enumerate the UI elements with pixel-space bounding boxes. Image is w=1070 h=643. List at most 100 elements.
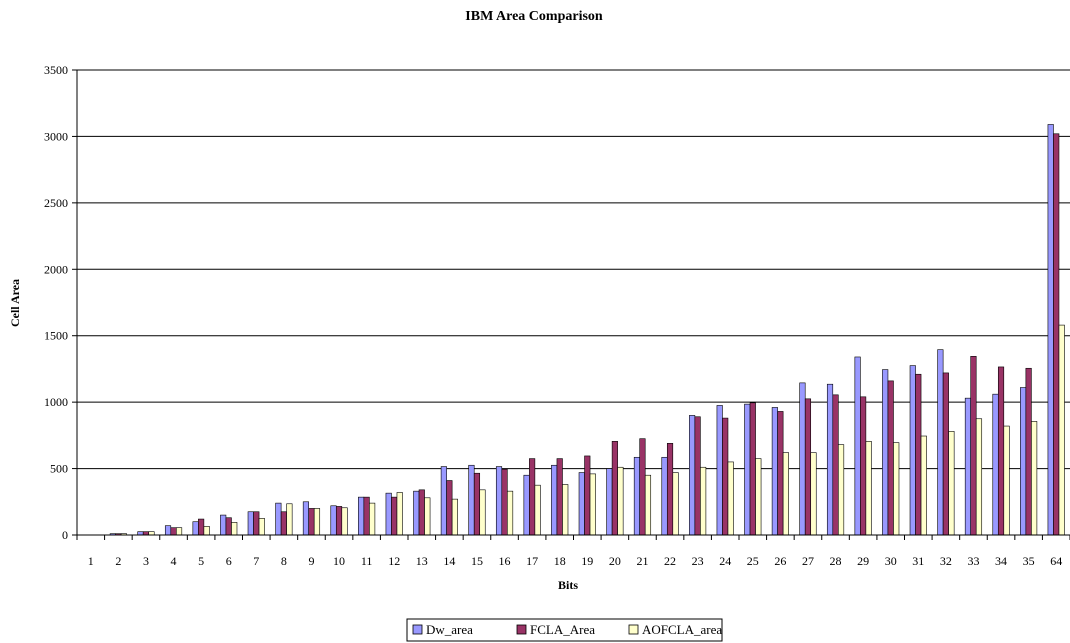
x-tick-label: 21 [636, 554, 648, 568]
bar-FCLA_Area-18 [556, 458, 563, 536]
bar-Dw_area-7 [247, 511, 254, 536]
bar-FCLA_Area-12 [391, 496, 398, 536]
x-tick-label: 64 [1050, 554, 1062, 568]
bars [109, 124, 1065, 536]
bar-Dw_area-22 [661, 456, 668, 536]
y-tick-labels: 0 500 1000 1500 2000 2500 3000 3500 [44, 63, 68, 542]
bar-FCLA_Area-25 [749, 402, 756, 536]
bar-AOFCLA_area-8 [286, 503, 293, 536]
bar-AOFCLA_area-25 [755, 458, 762, 536]
y-tick-label: 1500 [44, 329, 68, 343]
x-tick-label: 1 [88, 554, 94, 568]
bar-AOFCLA_area-28 [837, 444, 845, 536]
bar-FCLA_Area-27 [804, 398, 812, 536]
bar-FCLA_Area-17 [529, 458, 536, 536]
bar-FCLA_Area-34 [997, 366, 1005, 536]
x-tick-label: 18 [554, 554, 566, 568]
bar-FCLA_Area-22 [666, 443, 674, 536]
legend-label-FCLA_Area: FCLA_Area [530, 622, 595, 637]
y-tick-label: 1000 [44, 395, 68, 409]
x-tick-labels: 1 2 3 4 5 6 7 8 9 10 11 12 13 14 15 16 17 18 19 20 21 22 23 24 2… [88, 554, 1062, 568]
bar-Dw_area-33 [964, 397, 972, 536]
bar-Dw_area-5 [192, 521, 199, 536]
bar-AOFCLA_area-35 [1031, 421, 1038, 536]
bar-Dw_area-23 [689, 415, 696, 536]
x-tick-label: 33 [967, 554, 979, 568]
x-tick-label: 27 [802, 554, 814, 568]
y-tick-label: 500 [50, 462, 68, 476]
bar-AOFCLA_area-20 [617, 466, 624, 536]
bar-Dw_area-64 [1047, 124, 1054, 536]
bar-FCLA_Area-11 [363, 496, 370, 536]
bar-FCLA_Area-20 [611, 441, 618, 536]
x-tick-label: 12 [388, 554, 400, 568]
axes [72, 69, 1070, 540]
bar-Dw_area-10 [330, 505, 337, 536]
x-tick-label: 14 [443, 554, 455, 568]
bar-AOFCLA_area-19 [589, 473, 596, 536]
bar-Dw_area-4 [164, 525, 172, 536]
bar-Dw_area-34 [992, 393, 999, 536]
bar-Dw_area-21 [633, 456, 641, 536]
x-tick-label: 3 [143, 554, 149, 568]
bar-AOFCLA_area-7 [258, 518, 265, 536]
bar-Dw_area-32 [937, 349, 944, 536]
x-tick-label: 6 [226, 554, 232, 568]
bar-AOFCLA_area-14 [451, 498, 458, 536]
bar-FCLA_Area-28 [832, 394, 839, 536]
bar-Dw_area-16 [495, 466, 503, 536]
bar-AOFCLA_area-4 [176, 527, 183, 536]
bar-AOFCLA_area-34 [1003, 425, 1010, 536]
bar-AOFCLA_area-22 [672, 472, 679, 536]
y-tick-label: 2000 [44, 262, 68, 276]
bar-FCLA_Area-24 [722, 417, 729, 536]
bar-FCLA_Area-21 [639, 438, 646, 536]
legend-label-AOFCLA_area: AOFCLA_area [642, 622, 722, 637]
bar-Dw_area-28 [826, 383, 834, 536]
x-tick-label: 19 [581, 554, 593, 568]
legend-label-Dw_area: Dw_area [426, 622, 473, 637]
legend-swatch-AOFCLA_area [628, 624, 639, 635]
legend: Dw_area FCLA_Area AOFCLA_area [406, 618, 723, 642]
bar-Dw_area-27 [799, 382, 806, 536]
legend-swatch-Dw_area [412, 624, 423, 635]
bar-Dw_area-19 [578, 472, 585, 536]
bar-Dw_area-8 [275, 502, 282, 536]
bar-FCLA_Area-26 [777, 411, 784, 536]
x-tick-label: 7 [253, 554, 259, 568]
bar-AOFCLA_area-9 [313, 508, 321, 536]
bar-AOFCLA_area-23 [700, 466, 707, 536]
bar-AOFCLA_area-6 [231, 522, 238, 536]
bar-Dw_area-6 [220, 514, 227, 536]
y-tick-label: 3500 [44, 63, 68, 77]
bar-Dw_area-18 [551, 464, 558, 536]
bar-AOFCLA_area-21 [644, 474, 652, 536]
bar-FCLA_Area-31 [915, 373, 922, 536]
x-tick-label: 30 [885, 554, 897, 568]
x-tick-label: 26 [774, 554, 786, 568]
bar-FCLA_Area-8 [280, 511, 287, 536]
bar-FCLA_Area-7 [253, 511, 260, 536]
bar-AOFCLA_area-18 [562, 484, 569, 536]
x-tick-label: 10 [333, 554, 345, 568]
x-tick-label: 28 [830, 554, 842, 568]
y-tick-label: 2500 [44, 196, 68, 210]
x-tick-label: 29 [857, 554, 869, 568]
bar-Dw_area-12 [385, 492, 392, 536]
bar-Dw_area-26 [771, 407, 778, 536]
bar-AOFCLA_area-26 [782, 452, 789, 536]
legend-swatch-FCLA_Area [516, 624, 527, 635]
bar-AOFCLA_area-31 [920, 435, 927, 536]
bar-FCLA_Area-10 [335, 506, 343, 536]
chart-title: IBM Area Comparison [465, 9, 603, 24]
x-tick-label: 17 [526, 554, 538, 568]
bar-FCLA_Area-14 [446, 480, 453, 536]
bar-Dw_area-25 [744, 403, 751, 536]
bar-FCLA_Area-30 [887, 380, 894, 536]
bar-FCLA_Area-19 [584, 455, 591, 536]
bar-Dw_area-29 [854, 356, 861, 536]
bar-Dw_area-35 [1020, 387, 1027, 536]
x-tick-label: 15 [471, 554, 483, 568]
bar-FCLA_Area-23 [694, 416, 701, 536]
